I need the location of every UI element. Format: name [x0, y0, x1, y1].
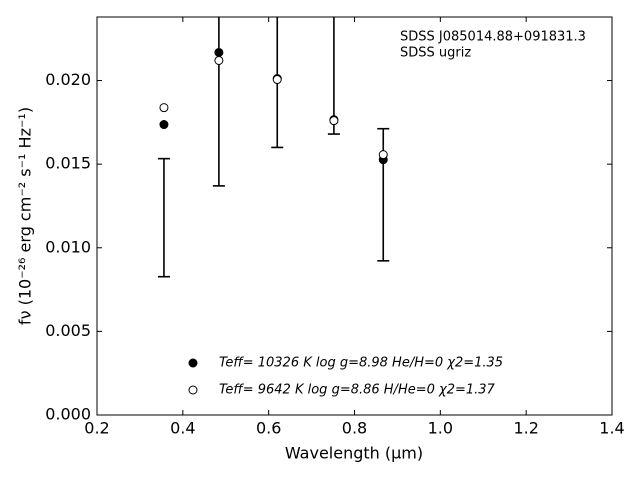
x-tick-label: 1.0: [428, 419, 453, 438]
x-tick-label: 1.4: [599, 419, 624, 438]
legend-label: Teff= 9642 K log g=8.86 H/He=0 χ2=1.37: [219, 383, 496, 398]
data-point: [272, 75, 282, 85]
data-point: [214, 47, 224, 57]
x-tick-label: 0.8: [342, 419, 367, 438]
legend-marker: [188, 358, 198, 368]
y-tick-label: 0.005: [45, 321, 91, 340]
annotation: SDSS J085014.88+091831.3: [400, 30, 586, 45]
annotation: SDSS ugriz: [400, 46, 471, 61]
plot-area: [157, 17, 390, 278]
data-point: [378, 150, 388, 160]
x-tick-label: 0.6: [256, 419, 281, 438]
y-tick-label: 0.015: [45, 154, 91, 173]
y-tick-label: 0.010: [45, 237, 91, 256]
y-tick-label: 0.020: [45, 70, 91, 89]
data-point: [159, 103, 169, 113]
x-tick-label: 1.2: [513, 419, 538, 438]
data-point: [214, 55, 224, 65]
legend-label: Teff= 10326 K log g=8.98 He/H=0 χ2=1.35: [219, 356, 503, 371]
x-tick-label: 0.2: [84, 419, 109, 438]
x-axis-label: Wavelength (μm): [285, 444, 423, 463]
data-point: [329, 116, 339, 126]
data-point: [159, 120, 169, 130]
y-tick-label: 0.000: [45, 405, 91, 424]
legend-marker: [188, 385, 198, 395]
y-axis-label: fν (10⁻²⁶ erg cm⁻² s⁻¹ Hz⁻¹): [16, 107, 35, 325]
x-tick-label: 0.4: [170, 419, 195, 438]
